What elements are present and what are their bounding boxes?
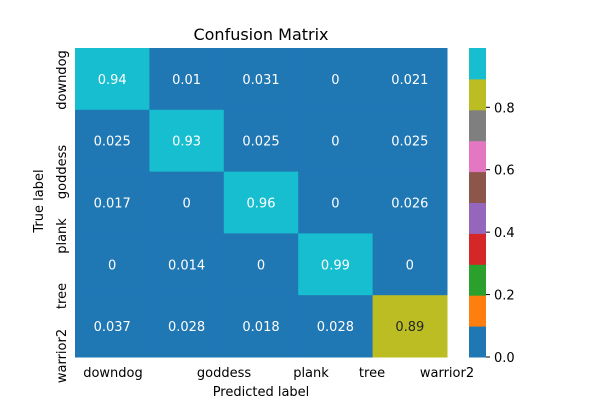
heatmap-cell — [223, 171, 299, 234]
cell-value-label: 0.025 — [242, 135, 279, 150]
y-tick-label: goddess — [55, 145, 70, 199]
heatmap-cell — [298, 233, 374, 296]
x-axis-ticks: downdog goddess plank tree warrior2 — [83, 366, 474, 381]
heatmap-cell — [149, 233, 225, 296]
cell-value-label: 0.037 — [94, 320, 131, 335]
cell-value-label: 0.026 — [391, 197, 428, 212]
heatmap-cell — [298, 295, 374, 358]
y-tick-label: plank — [55, 218, 70, 254]
colorbar-tick-label: 0.0 — [494, 351, 515, 366]
x-tick-label: plank — [293, 366, 329, 381]
heatmap-cell — [298, 48, 374, 111]
colorbar — [469, 48, 486, 358]
heatmap-cell — [372, 171, 448, 234]
heatmap-cell — [223, 48, 299, 111]
cell-value-label: 0.028 — [168, 320, 205, 335]
cell-value-label: 0 — [108, 258, 116, 273]
x-axis-label: Predicted label — [213, 385, 310, 400]
heatmap-cell — [298, 109, 374, 173]
cell-value-label: 0.99 — [321, 258, 350, 273]
colorbar-tick-label: 0.4 — [494, 226, 515, 241]
colorbar-segment — [469, 202, 486, 234]
colorbar-segment — [469, 326, 486, 358]
heatmap-cell — [223, 295, 299, 358]
colorbar-segment — [469, 140, 486, 173]
colorbar-tick-label: 0.6 — [494, 164, 515, 179]
y-axis-ticks: downdog goddess plank tree warrior2 — [55, 50, 70, 383]
cell-value-label: 0.93 — [172, 135, 201, 150]
cell-value-label: 0.94 — [98, 73, 127, 88]
heatmap-cell — [223, 109, 299, 173]
cell-value-label: 0 — [406, 258, 414, 273]
cell-value-label: 0.028 — [317, 320, 354, 335]
heatmap-cell — [372, 109, 448, 173]
x-tick-label: downdog — [83, 366, 143, 381]
cell-value-label: 0.021 — [391, 73, 428, 88]
heatmap-cell — [372, 233, 448, 296]
x-tick-label: warrior2 — [420, 366, 474, 381]
cell-value-label: 0.025 — [391, 135, 428, 150]
heatmap-cell — [75, 233, 150, 296]
colorbar-tick-label: 0.8 — [494, 101, 515, 116]
cell-value-label: 0.014 — [168, 258, 205, 273]
heatmap-cell-labels: 0.94 0.01 0.031 0 0.021 0.025 0.93 0.025 0 0.025 0… — [94, 73, 429, 335]
colorbar-segment — [469, 295, 486, 327]
cell-value-label: 0 — [331, 135, 339, 150]
colorbar-segment — [469, 78, 486, 111]
colorbar-segment — [469, 264, 486, 296]
cell-value-label: 0.01 — [172, 73, 201, 88]
y-axis-label: True label — [32, 169, 47, 233]
heatmap-cell — [372, 48, 448, 111]
heatmap-cell — [75, 109, 150, 173]
colorbar-ticks: 0.0 0.2 0.4 0.6 0.8 — [486, 101, 515, 366]
cell-value-label: 0.031 — [242, 73, 279, 88]
colorbar-segment — [469, 171, 486, 203]
x-tick-label: tree — [359, 366, 385, 381]
heatmap-cell — [75, 171, 150, 234]
cell-value-label: 0.89 — [395, 320, 424, 335]
cell-value-label: 0.017 — [94, 197, 131, 212]
chart-title: Confusion Matrix — [193, 25, 328, 44]
y-tick-label: downdog — [55, 50, 70, 110]
x-tick-label: goddess — [197, 366, 251, 381]
colorbar-segment — [469, 48, 486, 80]
colorbar-tick-label: 0.2 — [494, 289, 515, 304]
cell-value-label: 0 — [331, 197, 339, 212]
heatmap-cell — [298, 171, 374, 234]
cell-value-label: 0.96 — [247, 197, 276, 212]
cell-value-label: 0.025 — [94, 135, 131, 150]
colorbar-segment — [469, 233, 486, 265]
heatmap-cell — [75, 295, 150, 358]
cell-value-label: 0 — [331, 73, 339, 88]
heatmap-cell — [149, 295, 225, 358]
colorbar-segment — [469, 109, 486, 142]
cell-value-label: 0 — [257, 258, 265, 273]
heatmap-cell — [149, 48, 225, 111]
cell-value-label: 0.018 — [242, 320, 279, 335]
y-tick-label: tree — [55, 283, 70, 309]
heatmap-cell — [75, 48, 150, 111]
heatmap-cell — [223, 233, 299, 296]
heatmap-cell — [149, 171, 225, 234]
heatmap-cell — [372, 295, 448, 358]
heatmap-cells — [75, 48, 448, 358]
cell-value-label: 0 — [182, 197, 190, 212]
heatmap-cell — [149, 109, 225, 173]
y-tick-label: warrior2 — [55, 329, 70, 383]
